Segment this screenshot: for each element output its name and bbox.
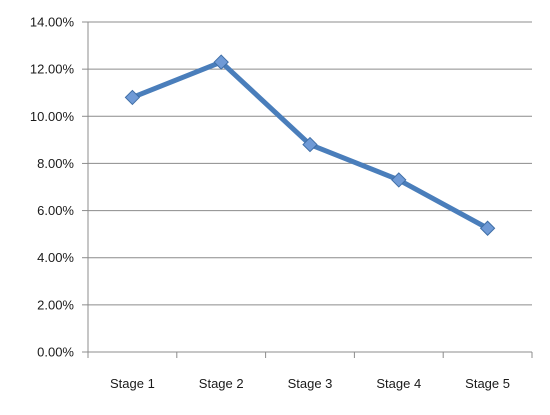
axes — [82, 21, 533, 358]
y-tick-label: 8.00% — [37, 156, 74, 171]
x-tick-labels: Stage 1 Stage 2 Stage 3 Stage 4 Stage 5 — [110, 376, 510, 391]
y-tick-label: 10.00% — [30, 109, 75, 124]
y-tick-label: 12.00% — [30, 62, 75, 77]
y-tick-label: 14.00% — [30, 15, 75, 30]
data-point-marker — [124, 89, 141, 106]
series — [124, 54, 496, 236]
x-tick-label: Stage 2 — [199, 376, 244, 391]
x-tick-label: Stage 5 — [465, 376, 510, 391]
y-tick-label: 2.00% — [37, 297, 74, 312]
y-tick-label: 0.00% — [37, 345, 74, 360]
x-tick-label: Stage 4 — [376, 376, 421, 391]
data-point-marker — [479, 220, 496, 236]
x-tick-label: Stage 3 — [288, 376, 333, 391]
data-point-marker — [302, 136, 318, 153]
x-tick-label: Stage 1 — [110, 376, 155, 391]
data-point-marker — [213, 54, 229, 70]
data-point-marker — [391, 172, 407, 188]
y-tick-label: 6.00% — [37, 203, 74, 218]
y-tick-label: 4.00% — [37, 250, 74, 265]
gridlines — [88, 21, 532, 306]
y-tick-labels: 0.00% 2.00% 4.00% 6.00% 8.00% 10.00% 12.00% 14.… — [30, 15, 75, 360]
